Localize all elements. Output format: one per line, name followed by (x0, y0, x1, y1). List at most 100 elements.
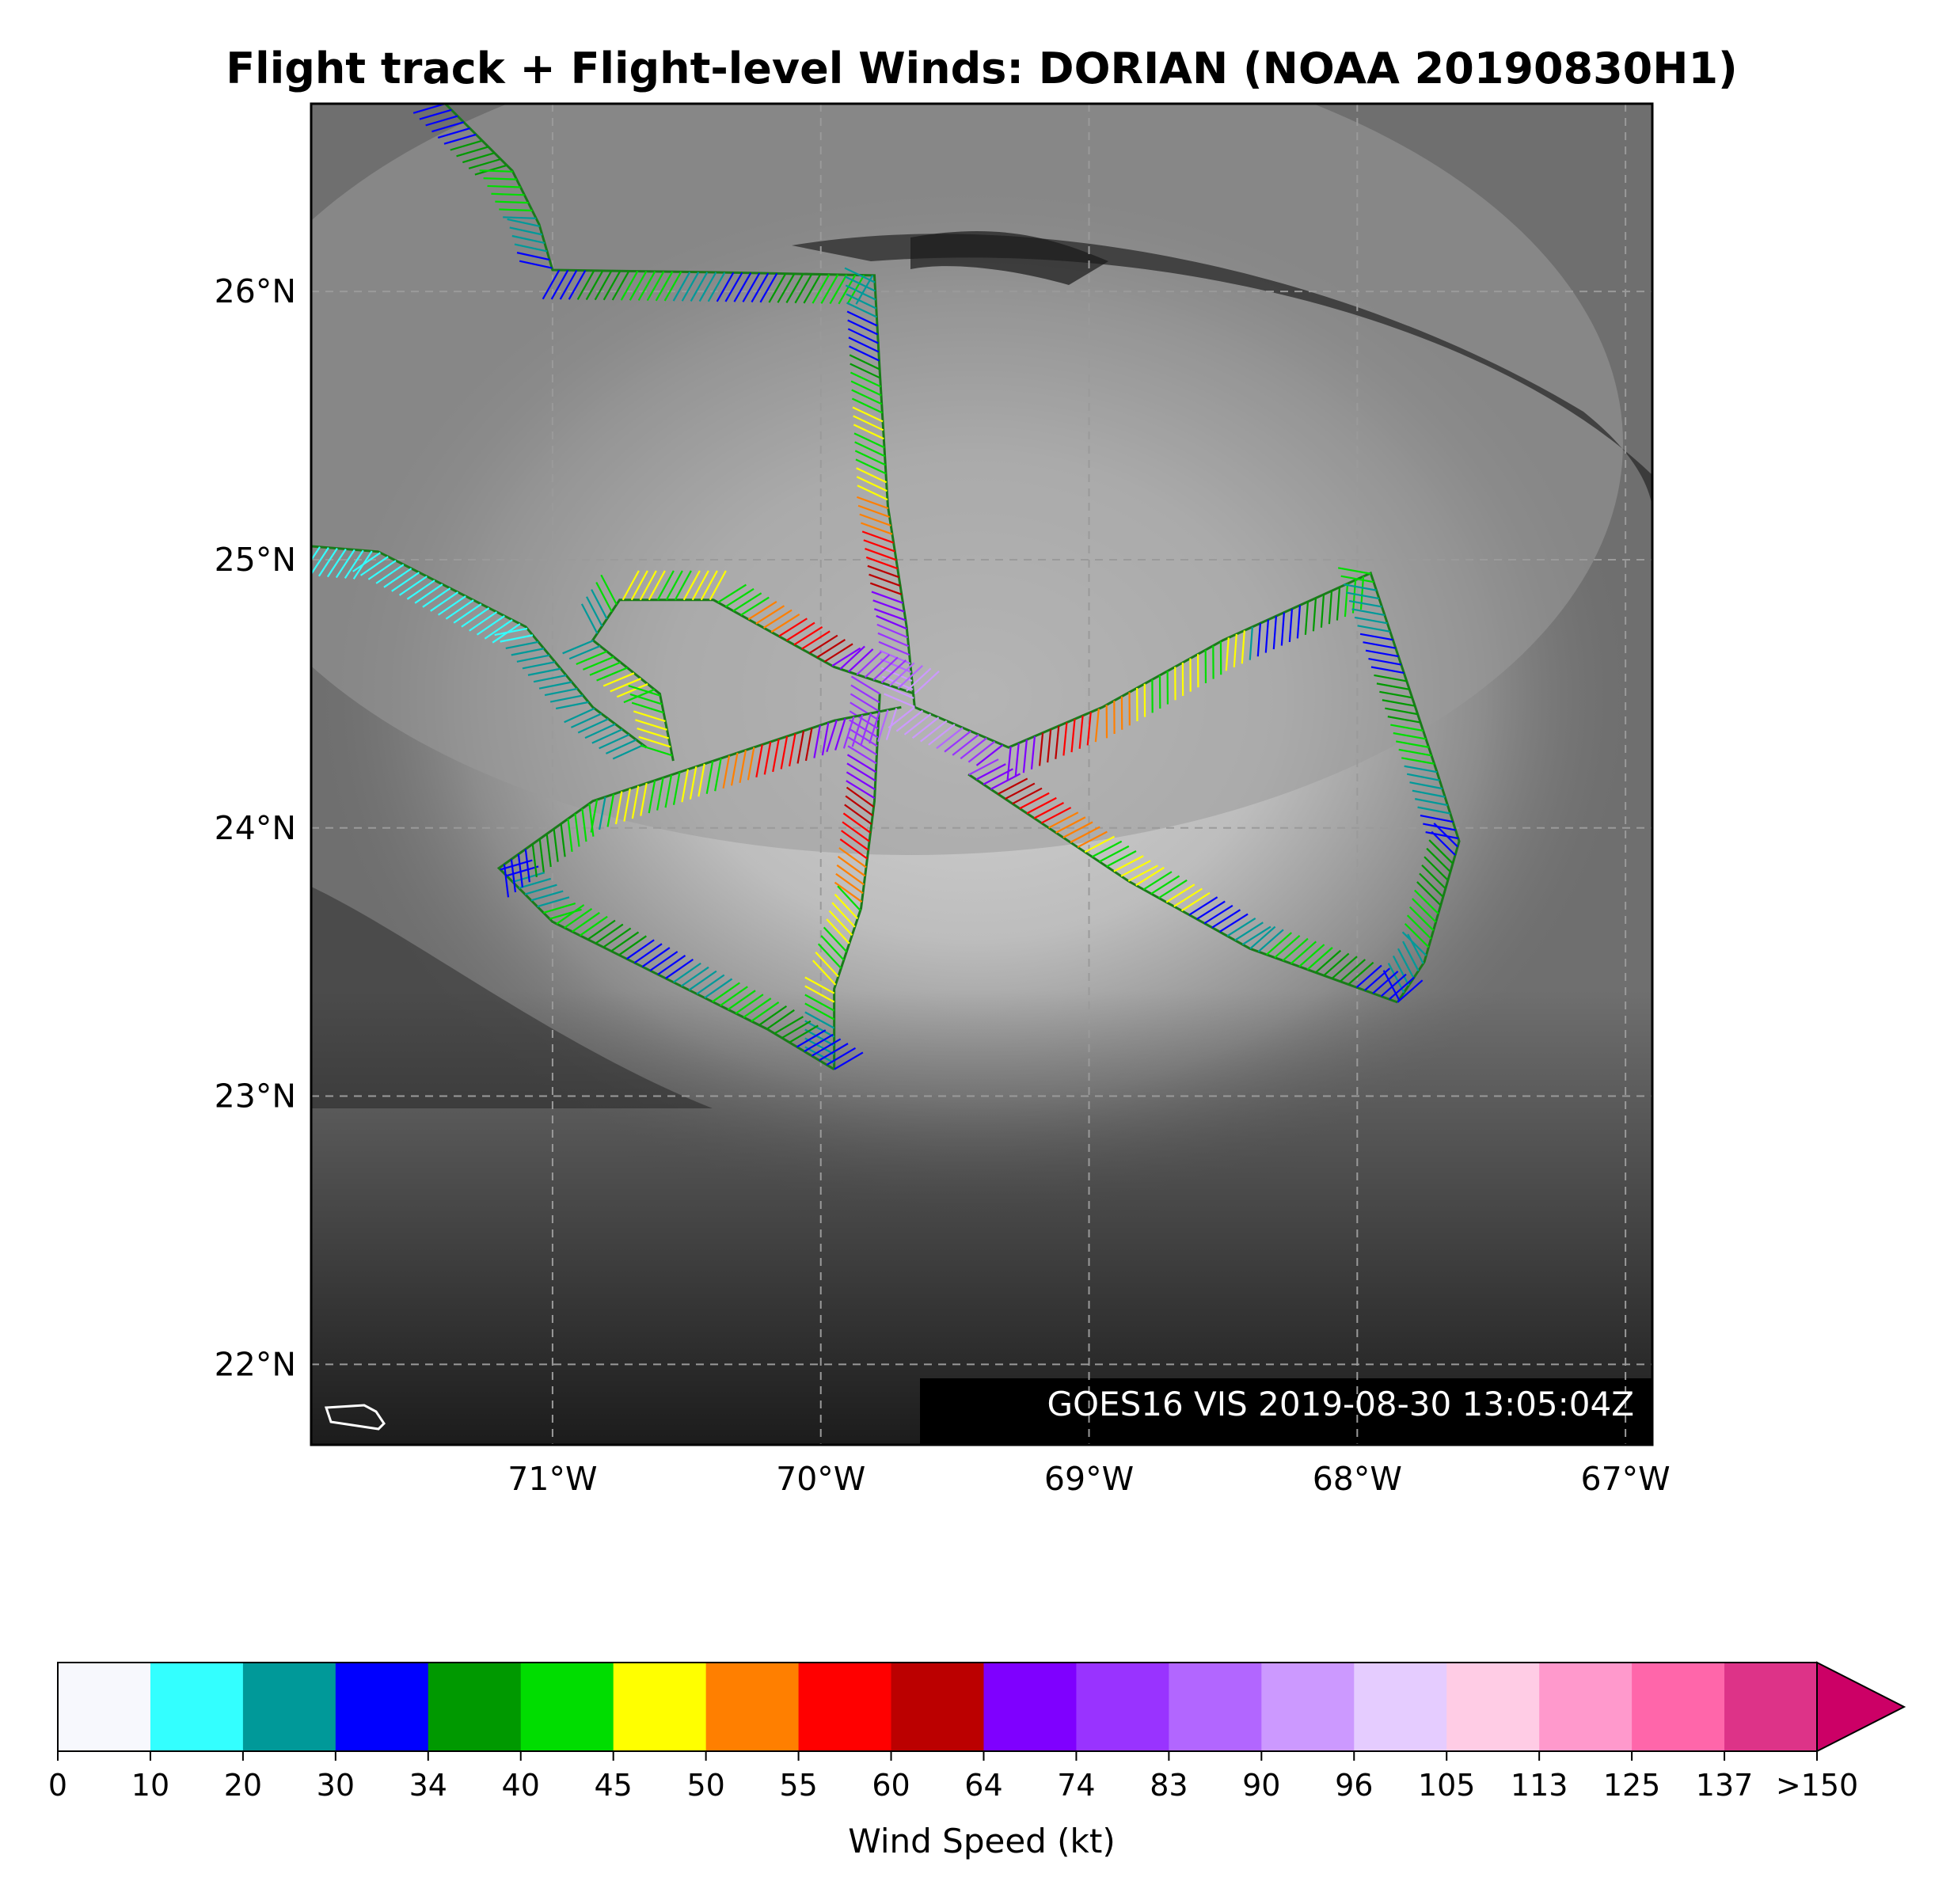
wind-barb (846, 762, 876, 782)
wind-barb (1404, 922, 1430, 948)
wind-barb (860, 713, 872, 746)
wind-barb (462, 152, 495, 164)
wind-barb (1420, 815, 1454, 823)
colorbar-bin (613, 1663, 707, 1751)
wind-barb (1338, 567, 1371, 575)
wind-barb (1005, 782, 1036, 800)
lat-tick-labels: 26°N 25°N 24°N 23°N 22°N (215, 272, 296, 1383)
wind-barb (1354, 616, 1388, 625)
wind-barb (1158, 879, 1188, 899)
colorbar-bin (891, 1663, 984, 1751)
wind-barb (742, 272, 761, 302)
wind-barb (602, 270, 621, 301)
wind-barb (1419, 872, 1444, 898)
wind-barb (664, 774, 673, 808)
wind-barb (897, 664, 923, 690)
wind-barb (1234, 922, 1264, 941)
lon-tick-labels: 71°W 70°W 69°W 68°W 67°W (507, 1460, 1670, 1498)
wind-barb (1282, 937, 1309, 962)
wind-barb (968, 758, 999, 776)
wind-barb (456, 146, 489, 158)
wind-barb (727, 990, 756, 1011)
wind-barb (655, 271, 674, 302)
wind-barb (1196, 900, 1226, 920)
wind-barb (538, 681, 572, 690)
wind-barb (837, 856, 866, 877)
wind-barb (680, 966, 709, 987)
wind-barb (914, 670, 940, 695)
wind-barb (733, 272, 752, 302)
track-leg (311, 545, 648, 749)
wind-barb (412, 104, 446, 114)
wind-barb (872, 599, 905, 613)
colorbar-bin (58, 1663, 151, 1751)
wind-barb (763, 609, 793, 629)
wind-barb (585, 270, 604, 301)
lat-tick-label: 26°N (215, 272, 296, 310)
wind-barb (1272, 616, 1277, 650)
wind-barb (598, 796, 606, 830)
wind-barb (717, 583, 747, 603)
wind-barb (641, 947, 671, 967)
wind-barb (620, 271, 639, 301)
wind-barb (856, 496, 889, 510)
wind-barb (848, 648, 874, 673)
wind-barb (1406, 914, 1432, 940)
wind-barb (1266, 932, 1292, 956)
track-leg (591, 599, 915, 762)
wind-barb (595, 581, 613, 613)
wind-barb (732, 592, 762, 612)
wind-barb (794, 273, 813, 304)
wind-barb (1055, 816, 1086, 834)
wind-barb (633, 710, 666, 723)
wind-barb (1359, 633, 1393, 641)
wind-barb (880, 659, 907, 684)
wind-barb (789, 1024, 819, 1043)
wind-barb (1368, 657, 1401, 666)
wind-barb (888, 706, 915, 729)
wind-barb (375, 564, 405, 584)
wind-barb (359, 556, 389, 576)
wind-barb (640, 783, 648, 816)
wind-barb (1150, 875, 1180, 895)
lon-tick-label: 67°W (1581, 1460, 1671, 1498)
wind-barb (1408, 906, 1435, 931)
wind-barb (850, 371, 881, 388)
wind-barb (709, 570, 727, 601)
wind-barb (1396, 740, 1429, 748)
wind-barb (606, 793, 615, 827)
lat-tick-label: 22°N (215, 1345, 296, 1383)
wind-barb (1425, 830, 1459, 840)
gridlines (311, 104, 1652, 1445)
wind-barb (461, 607, 490, 628)
wind-barb (1106, 850, 1137, 868)
wind-barb (859, 513, 891, 526)
wind-barb (1320, 594, 1325, 628)
wind-barb (883, 684, 914, 699)
wind-barb (556, 904, 585, 925)
wind-barb (691, 570, 709, 601)
wind-barb (600, 574, 618, 606)
wind-barb (724, 587, 755, 608)
wind-barb (560, 823, 566, 857)
wind-barb (849, 710, 879, 730)
wind-barb (1431, 830, 1456, 856)
colorbar-tick-label: 125 (1603, 1768, 1661, 1803)
wind-barb (1421, 865, 1446, 890)
colorbar-bin (983, 1663, 1077, 1751)
wind-barb (1298, 944, 1325, 967)
wind-barb (820, 935, 845, 961)
wind-barb (1241, 925, 1271, 945)
wind-barb (1401, 757, 1435, 765)
wind-barb (453, 603, 482, 624)
wind-barb (759, 272, 778, 303)
wind-barb (714, 758, 722, 792)
wind-barb (936, 727, 964, 750)
wind-barb (1374, 674, 1407, 682)
wind-barb (1078, 715, 1084, 749)
wind-barb (1188, 896, 1218, 916)
colorbar-tick-label: 50 (686, 1768, 724, 1803)
wind-barb (848, 336, 880, 353)
wind-barb (1062, 821, 1093, 838)
wind-barb (838, 847, 867, 868)
